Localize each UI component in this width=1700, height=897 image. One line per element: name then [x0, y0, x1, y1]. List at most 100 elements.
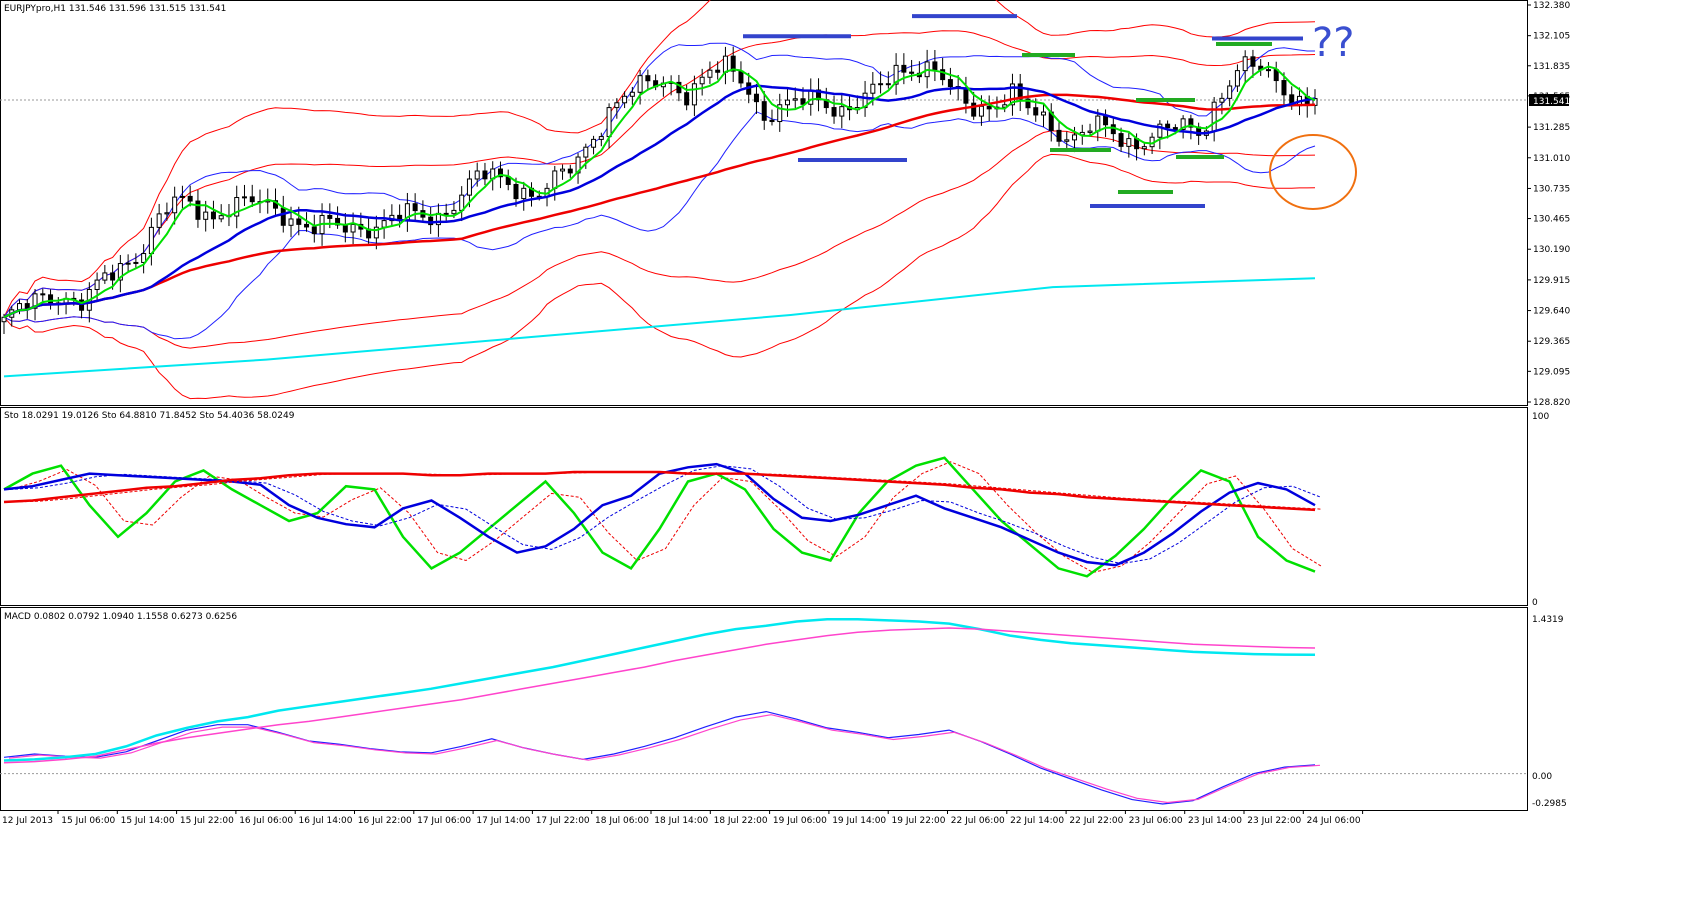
bull-candle [1087, 130, 1093, 133]
time-tick-label: 23 Jul 06:00 [1129, 816, 1183, 826]
bull-candle [474, 170, 480, 180]
bull-candle [637, 75, 643, 93]
bear-candle [730, 55, 736, 72]
time-tick-label: 22 Jul 14:00 [1010, 816, 1064, 826]
bull-candle [629, 91, 635, 97]
bear-candle [311, 226, 317, 235]
bear-candle [210, 211, 216, 220]
bear-candle [412, 203, 418, 212]
bull-candle [591, 138, 597, 148]
bear-candle [885, 83, 891, 86]
time-tick-label: 24 Jul 06:00 [1307, 816, 1361, 826]
time-tick-label: 19 Jul 14:00 [832, 816, 886, 826]
bear-candle [1118, 133, 1124, 147]
bull-candle [1009, 83, 1015, 106]
bear-candle [335, 217, 341, 226]
current-price-label-box [1529, 94, 1569, 106]
bear-candle [645, 75, 651, 82]
main-panel-header: EURJPYpro,H1 131.546 131.596 131.515 131… [4, 4, 226, 14]
bull-candle [1064, 139, 1070, 142]
macd-panel [0, 607, 1528, 811]
bear-candle [963, 87, 969, 104]
bear-candle [831, 107, 837, 117]
bear-candle [110, 272, 116, 281]
time-tick-label: 19 Jul 06:00 [773, 816, 827, 826]
bull-candle [598, 136, 604, 140]
bull-candle [808, 89, 814, 105]
time-tick-label: 16 Jul 06:00 [239, 816, 293, 826]
bull-candle [893, 64, 899, 85]
mid-moving-average-line [3, 84, 1316, 319]
bull-candle [1211, 101, 1217, 132]
bull-candle [451, 209, 457, 215]
bear-candle [187, 195, 193, 202]
bull-candle [1242, 56, 1248, 72]
bull-candle [722, 55, 728, 73]
time-tick-label: 15 Jul 14:00 [121, 816, 175, 826]
bull-candle [117, 263, 123, 281]
price-tick-label: 128.820 [1533, 398, 1570, 408]
current-price-label: 131.541 [1533, 97, 1570, 107]
bull-candle [978, 105, 984, 117]
bull-candle [878, 83, 884, 86]
bull-candle [288, 218, 294, 226]
fast-moving-average-line [3, 65, 1316, 319]
bull-candle [1095, 115, 1101, 132]
bull-candle [1227, 85, 1233, 99]
bull-candle [784, 99, 790, 106]
price-axis: 132.380132.105131.835131.565131.285131.0… [1527, 1, 1570, 408]
blue-band-upper [3, 42, 1315, 318]
bear-candle [1281, 80, 1287, 96]
bull-candle [1265, 69, 1271, 72]
bear-candle [676, 81, 682, 94]
price-tick-label: 131.285 [1533, 123, 1570, 133]
price-tick-label: 131.835 [1533, 62, 1570, 72]
bull-candle [148, 226, 154, 255]
bull-candle [218, 215, 224, 220]
bull-candle [1141, 146, 1147, 150]
target-circle [1269, 134, 1357, 210]
bear-candle [1103, 115, 1109, 126]
bear-candle [909, 71, 915, 74]
macd-tick-max: 1.4319 [1532, 615, 1564, 625]
price-tick-label: 132.380 [1533, 1, 1570, 11]
bull-candle [32, 293, 38, 309]
bear-candle [932, 61, 938, 71]
bull-candle [203, 211, 209, 220]
stochastic-panel [0, 407, 1528, 606]
main-panel [0, 0, 1528, 406]
red-band-upper-2 [3, 0, 1316, 318]
bear-candle [280, 207, 286, 226]
bull-candle [552, 170, 558, 189]
bear-candle [753, 93, 759, 103]
time-tick-label: 17 Jul 06:00 [417, 816, 471, 826]
bear-candle [715, 69, 721, 73]
time-tick-label: 12 Jul 2013 [2, 816, 53, 826]
bear-candle [304, 223, 310, 228]
bull-candle [614, 102, 620, 109]
bull-candle [234, 197, 240, 217]
macd-short-signal-line [8, 714, 1321, 804]
bear-candle [1033, 107, 1039, 116]
bull-candle [691, 83, 697, 106]
price-tick-label: 129.640 [1533, 307, 1570, 317]
bear-candle [1188, 118, 1194, 128]
price-tick-label: 130.465 [1533, 215, 1570, 225]
bull-candle [373, 226, 379, 239]
time-tick-label: 16 Jul 14:00 [299, 816, 353, 826]
bull-candle [560, 168, 566, 172]
bear-candle [567, 168, 573, 174]
bear-candle [800, 98, 806, 105]
bear-candle [1056, 129, 1062, 142]
time-tick-label: 23 Jul 22:00 [1247, 816, 1301, 826]
time-axis: 12 Jul 2013 15 Jul 06:00 15 Jul 14:00 15 Ju… [2, 810, 1364, 826]
bear-candle [428, 216, 434, 226]
stochastic-tick-0: 0 [1532, 598, 1538, 608]
blue-band-lower [3, 111, 1316, 340]
price-tick-label: 129.915 [1533, 276, 1570, 286]
macd-tick-zero: 0.00 [1532, 772, 1552, 782]
bull-candle [350, 223, 356, 233]
price-tick-label: 130.735 [1533, 184, 1570, 194]
bull-candle [1126, 138, 1132, 147]
bear-candle [249, 196, 255, 203]
